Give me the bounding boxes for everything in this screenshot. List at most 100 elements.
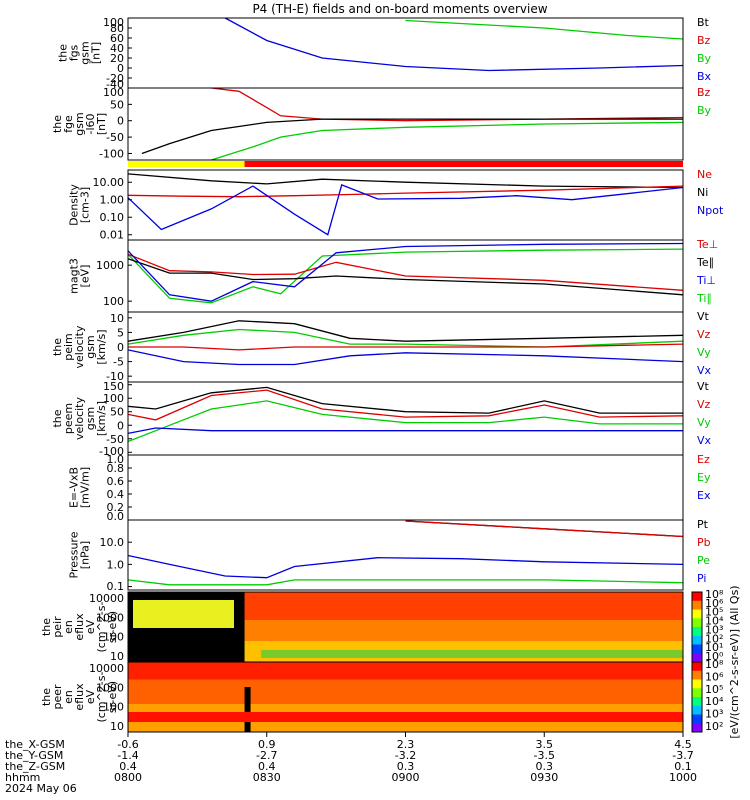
colorbar-swatch: [692, 697, 702, 707]
y-tick-label: 1000: [96, 259, 124, 272]
y-tick-label: -5: [113, 356, 124, 369]
series-line-density: [127, 185, 684, 198]
series-line-peim: [127, 320, 684, 342]
y-tick-label: 10: [110, 650, 124, 663]
y-axis-label: (cm^2-s-: [95, 672, 108, 723]
y-axis-label: gsm: [84, 335, 97, 358]
y-axis-label: velocity: [73, 325, 86, 368]
legend-entry: Ne: [697, 168, 712, 181]
x-tick-label: 0.4: [258, 760, 276, 773]
spectrogram-band: [128, 620, 683, 641]
y-tick-label: 0.6: [107, 475, 125, 488]
colorbar-tick-label: 10⁴: [705, 695, 724, 708]
y-axis-label: [mV/m]: [79, 467, 92, 508]
y-tick-label: 10: [110, 720, 124, 733]
y-tick-label: 1.0: [107, 558, 125, 571]
legend-entry: Bx: [697, 70, 712, 83]
legend-entry: Bz: [697, 34, 711, 47]
colorbar-swatch: [692, 662, 702, 672]
y-tick-label: 1000: [96, 611, 124, 624]
colorbar-swatch: [692, 644, 702, 654]
series-line-peem: [127, 386, 683, 414]
y-axis-label: magt3: [68, 258, 81, 294]
panel-frame: [127, 87, 684, 161]
y-axis-label: fge: [62, 115, 75, 133]
series-line-peim: [127, 328, 684, 348]
y-axis-label: gsm: [84, 407, 97, 430]
series-line-peim: [128, 343, 684, 351]
y-tick-label: 0.2: [107, 501, 125, 514]
y-tick-label: 0.0: [107, 510, 125, 523]
series-line-temp: [127, 258, 684, 296]
colorbar-swatch: [692, 679, 702, 689]
row-label-z: the_Z-GSM: [5, 760, 65, 773]
x-tick-label: 4.5: [674, 738, 692, 751]
series-line-pressure: [127, 579, 684, 586]
panel-efield: 1.00.80.60.40.20.0 E=-VxB[mV/m] Ez Ey Ex: [68, 453, 711, 523]
legend-entry: Ti⊥: [696, 274, 716, 287]
series-line-temp: [127, 253, 684, 291]
panel-frame: [127, 454, 684, 521]
y-axis-label: the: [51, 338, 64, 356]
y-tick-label: -50: [106, 131, 124, 144]
y-tick-label: 100: [103, 631, 124, 644]
spectrogram-band: [128, 662, 683, 680]
y-axis-label: [nT]: [95, 113, 108, 135]
y-tick-label: 100: [103, 392, 124, 405]
series-line-temp: [127, 242, 684, 302]
y-axis-label: en: [62, 620, 75, 634]
y-tick-label: 100: [103, 701, 124, 714]
spectrogram-band: [133, 600, 234, 628]
y-tick-label: 0: [117, 62, 124, 75]
x-tick-label: 0.4: [119, 760, 137, 773]
colorbar-tick-label: 10⁴: [705, 615, 724, 628]
colorbar-tick-label: 10³: [705, 623, 723, 636]
series-line-temp: [127, 248, 684, 304]
row-label-x: the_X-GSM: [5, 738, 65, 751]
y-tick-label: 0.8: [107, 462, 125, 475]
y-tick-label: 0.10: [100, 211, 125, 224]
colorbar-swatch: [692, 627, 702, 637]
panel-mode: [128, 161, 684, 167]
y-tick-label: 0: [117, 115, 124, 128]
y-tick-label: -20: [106, 72, 124, 85]
y-tick-label: 0: [117, 341, 124, 354]
colorbar-swatch: [692, 618, 702, 628]
colorbar-swatch: [692, 635, 702, 645]
figure-title: P4 (TH-E) fields and on-board moments ov…: [252, 2, 547, 16]
y-axis-label: velocity: [73, 397, 86, 440]
y-axis-label: sr-eV): [106, 681, 119, 713]
colorbar-frame: [691, 661, 703, 733]
series-line-fgs: [224, 17, 684, 72]
panel-temp: 1000 100 magt3[eV] Te⊥ Te∥ Ti⊥ Ti∥: [68, 238, 718, 313]
y-axis-label: [cm-3]: [79, 187, 92, 223]
y-axis-label: gsm: [73, 112, 86, 135]
y-axis-label: gsm: [79, 41, 92, 64]
legend-entry: Ex: [697, 489, 711, 502]
panel-density: 10.00 1.00 0.10 0.01 Density[cm-3] Ne Ni Npot: [68, 168, 724, 242]
mode-bar-segment: [128, 161, 245, 167]
x-tick-label: 0830: [253, 771, 281, 784]
x-tick-label: -3.5: [534, 749, 555, 762]
x-tick-label: -1.4: [117, 749, 138, 762]
y-axis-label: fgs: [68, 44, 81, 61]
series-line-peim: [127, 349, 684, 366]
y-tick-label: 1.0: [107, 453, 125, 466]
y-axis-label: [km/s]: [95, 401, 108, 436]
y-tick-label: -10: [106, 370, 124, 383]
colorbar-swatch: [692, 714, 702, 724]
x-tick-label: 0930: [530, 771, 558, 784]
y-tick-label: 100: [103, 16, 124, 29]
colorbar-tick-label: 10⁸: [705, 658, 724, 671]
legend-entry: Vt: [697, 380, 710, 393]
y-tick-label: 100: [103, 86, 124, 99]
legend-entry: Ey: [697, 471, 711, 484]
x-tick-label: -3.7: [672, 749, 693, 762]
colorbar-tick-label: 10²: [705, 632, 723, 645]
date-label: 2024 May 06: [5, 782, 77, 795]
y-axis-label: [km/s]: [95, 329, 108, 364]
y-axis-label: Pressure: [68, 531, 81, 578]
series-line-pressure: [405, 520, 684, 538]
